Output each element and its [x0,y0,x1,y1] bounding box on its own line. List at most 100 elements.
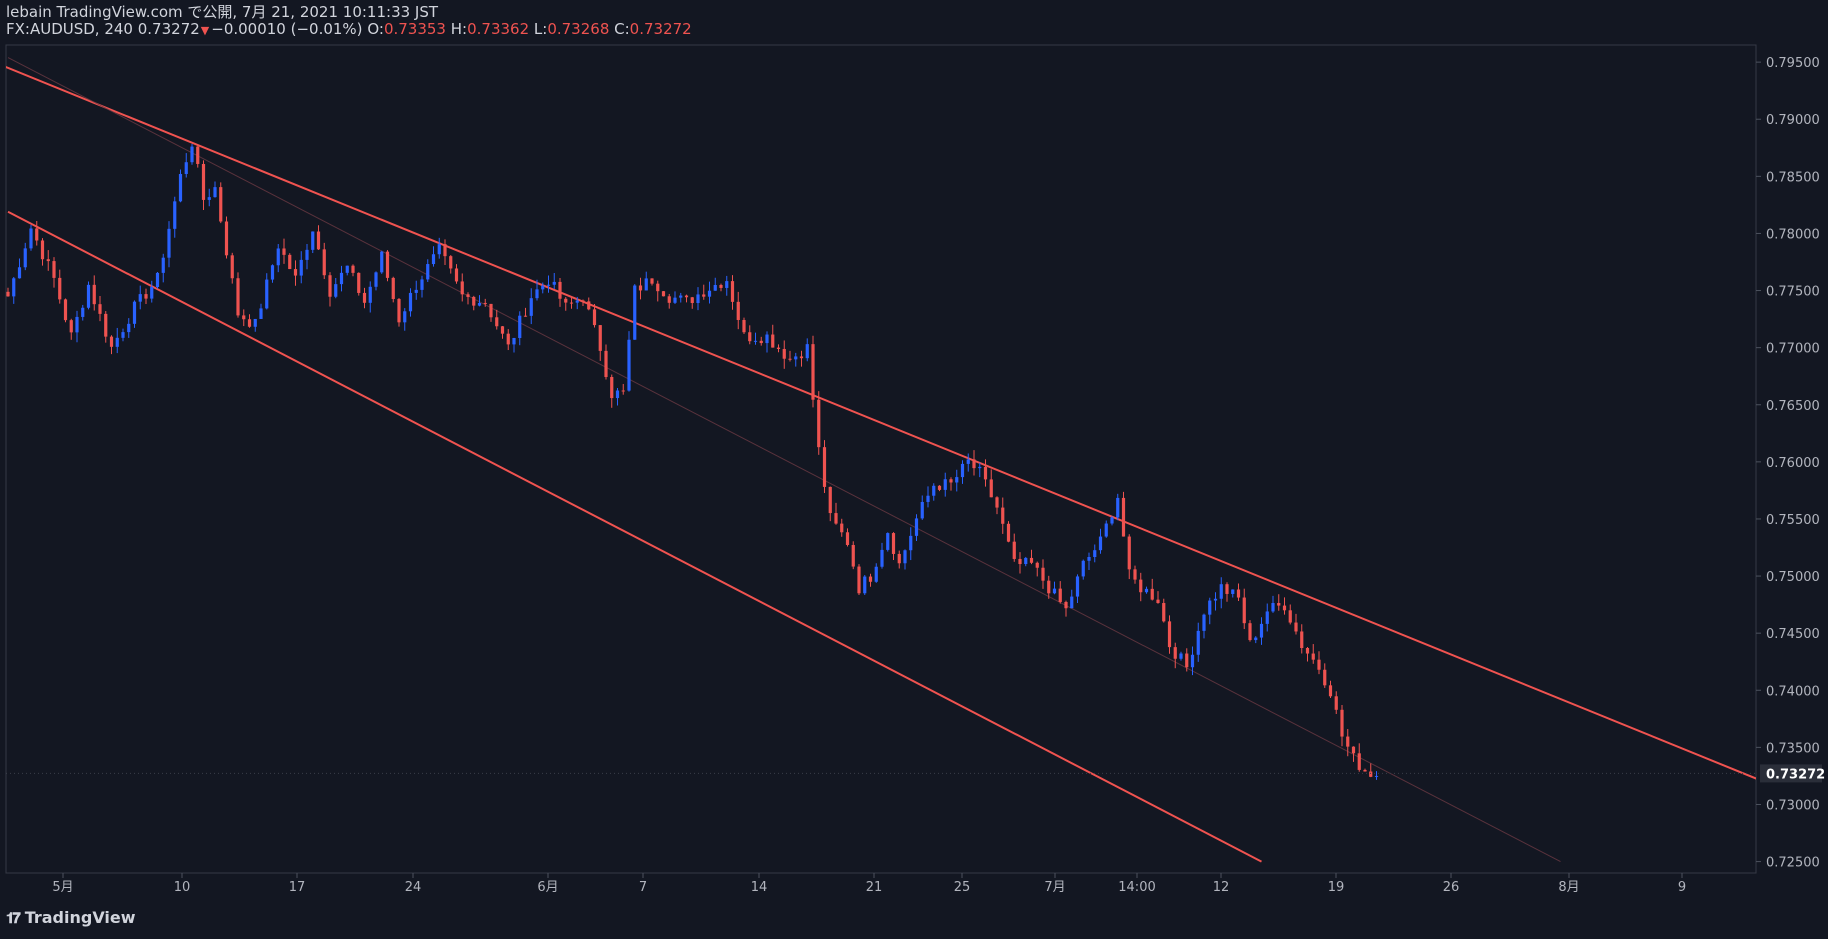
price-change: −0.00010 (−0.01%) [211,20,363,38]
candle [1317,651,1321,675]
candle [598,325,602,361]
candle [23,242,27,271]
candle [730,275,735,310]
candle [230,252,234,284]
candle [1116,493,1120,521]
candle [1374,771,1379,780]
channel-line-lower[interactable] [7,210,1262,863]
candle [1208,597,1212,625]
x-tick-label: 14:00 [1118,880,1155,895]
candle [63,298,68,323]
candle [345,265,349,276]
candle [1070,589,1074,609]
x-tick-label: 7月 [1044,880,1065,895]
candle [167,221,171,268]
y-tick-label: 0.75500 [1766,513,1820,528]
candle [759,336,763,346]
x-tick-label: 10 [174,880,191,895]
candle [1093,544,1097,563]
candle [972,450,976,476]
candle [1041,559,1045,589]
candle [863,575,867,595]
candle [702,284,706,300]
candle [385,250,390,282]
channel-line-midline[interactable] [7,57,1561,863]
candle [644,271,648,291]
candle [1173,642,1177,669]
plot-area[interactable] [5,44,1757,874]
price-axis[interactable]: 0.79500 0.79000 0.78500 0.78000 0.77500 0.770… [1756,56,1825,871]
candle [581,299,585,306]
candle [1064,600,1068,617]
candle [495,309,499,330]
candle [52,257,56,288]
candle [81,304,85,321]
candle [615,388,620,406]
candle [1340,704,1344,747]
candle [1162,598,1166,623]
candle [374,271,378,291]
candle [121,328,125,342]
x-tick-label: 24 [405,880,422,895]
candle [270,264,275,283]
close-value: 0.73272 [629,20,692,38]
candle [1018,552,1022,574]
y-tick-label: 0.73500 [1766,741,1820,756]
candle [932,483,936,501]
x-tick-label: 21 [866,880,883,895]
candle [811,335,815,408]
channel-line-upper[interactable] [0,16,1828,815]
candle [178,169,183,203]
candle [408,288,413,317]
candle [460,273,464,302]
candle [529,288,533,325]
candle [1001,497,1005,534]
open-label: O: [367,20,384,38]
candle [219,182,223,224]
y-tick-label: 0.74500 [1766,627,1820,642]
candle [466,292,470,305]
candle [414,280,418,300]
candle [1248,620,1252,642]
candle [115,327,119,354]
candle [380,250,384,274]
candle [822,440,827,494]
candle [926,486,930,508]
candle [500,325,505,339]
candle [213,181,217,198]
candle [604,344,608,380]
candle [736,291,740,330]
candle [483,298,487,307]
candle [1087,552,1091,571]
candle [420,275,424,298]
candle [1351,746,1356,762]
ohlc-line: FX:AUDUSD, 240 0.73272▼ −0.00010 (−0.01%)… [6,21,692,39]
candle [1323,663,1327,688]
x-tick-label: 12 [1213,880,1230,895]
candle [1277,594,1281,611]
time-axis[interactable]: 5月 10 17 24 6月 7 14 21 25 7月 14:00 12 19 26 8月 9 [52,873,1686,895]
candle [788,350,792,362]
chart-header: lebain TradingView.com で公開, 7月 21, 2021 … [6,4,692,39]
candle [1047,575,1051,599]
y-tick-label: 0.78000 [1766,227,1820,242]
candle [719,283,723,292]
candle [690,296,694,309]
candle [1334,691,1338,715]
candle [40,238,45,266]
candle [989,469,993,498]
candle [955,469,959,492]
candle [638,277,643,300]
candle [707,281,712,304]
candle [523,307,528,317]
candle [748,325,752,345]
candle [799,350,804,367]
candle [1052,581,1057,595]
brand[interactable]: 𝟏𝟕 TradingView [6,908,136,927]
candle [253,318,257,332]
candle [966,453,970,472]
last-price: 0.73272 [137,20,200,38]
x-tick-label: 7 [639,880,647,895]
candle [650,278,654,286]
